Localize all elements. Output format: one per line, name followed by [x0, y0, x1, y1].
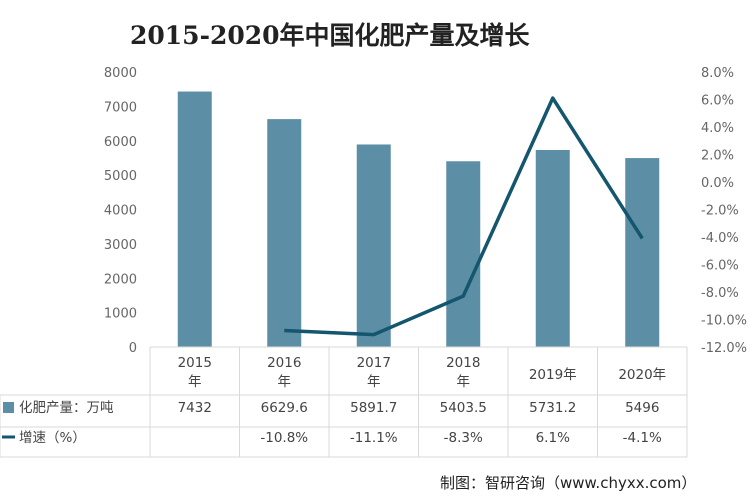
- bar-0: [177, 91, 212, 348]
- left-axis-tick: 7000: [104, 100, 137, 115]
- left-axis-tick: 5000: [104, 169, 137, 184]
- category-label: 2020年: [618, 367, 666, 383]
- category-label: 2018 年: [446, 355, 480, 390]
- legend-bar-label: 化肥产量：万吨: [19, 400, 114, 416]
- left-axis-tick: 6000: [104, 135, 137, 150]
- category-label: 2019年: [529, 367, 577, 383]
- right-axis-tick: -10.0%: [701, 314, 747, 329]
- table-cell-production: 7432: [178, 400, 212, 416]
- table-cell-growth: -8.3%: [444, 430, 483, 446]
- right-axis-tick: -8.0%: [701, 286, 739, 301]
- left-axis-tick: 4000: [104, 204, 137, 219]
- chart-title: 2015-2020年中国化肥产量及增长: [130, 21, 531, 50]
- category-label: 2016 年: [267, 355, 301, 390]
- table-cell-growth: -11.1%: [350, 430, 398, 446]
- source-note: 制图：智研咨询（www.chyxx.com）: [440, 474, 696, 492]
- right-axis-tick: -2.0%: [701, 204, 739, 219]
- table-cell-growth: -10.8%: [260, 430, 308, 446]
- right-axis-tick: 0.0%: [701, 176, 734, 191]
- left-axis-tick: 1000: [104, 307, 137, 322]
- left-axis-tick: 8000: [104, 66, 137, 81]
- table-cell-production: 5403.5: [440, 400, 487, 416]
- table-cell-production: 5731.2: [529, 400, 576, 416]
- right-axis-tick: 2.0%: [701, 149, 734, 164]
- right-axis-tick: -12.0%: [701, 341, 747, 356]
- bar-3: [446, 161, 481, 347]
- left-axis-tick: 0: [129, 341, 137, 356]
- bar-4: [535, 149, 570, 347]
- left-axis-tick: 2000: [104, 272, 137, 287]
- table-cell-production: 6629.6: [261, 400, 308, 416]
- legend-bar-swatch: [3, 402, 14, 413]
- bar-1: [267, 119, 302, 347]
- right-axis-tick: 8.0%: [701, 66, 734, 81]
- table-cell-growth: 6.1%: [536, 430, 570, 446]
- category-label: 2015 年: [178, 355, 212, 390]
- bar-5: [625, 158, 660, 347]
- table-cell-growth: -4.1%: [623, 430, 662, 446]
- right-axis-tick: -6.0%: [701, 259, 739, 274]
- right-axis-tick: 4.0%: [701, 121, 734, 136]
- right-axis-tick: 6.0%: [701, 94, 734, 109]
- right-axis-tick: -4.0%: [701, 231, 739, 246]
- bar-2: [356, 144, 391, 347]
- category-label: 2017 年: [357, 355, 391, 390]
- left-axis-tick: 3000: [104, 238, 137, 253]
- table-cell-production: 5891.7: [350, 400, 397, 416]
- legend-line-label: 增速（%）: [19, 430, 86, 446]
- table-cell-production: 5496: [625, 400, 659, 416]
